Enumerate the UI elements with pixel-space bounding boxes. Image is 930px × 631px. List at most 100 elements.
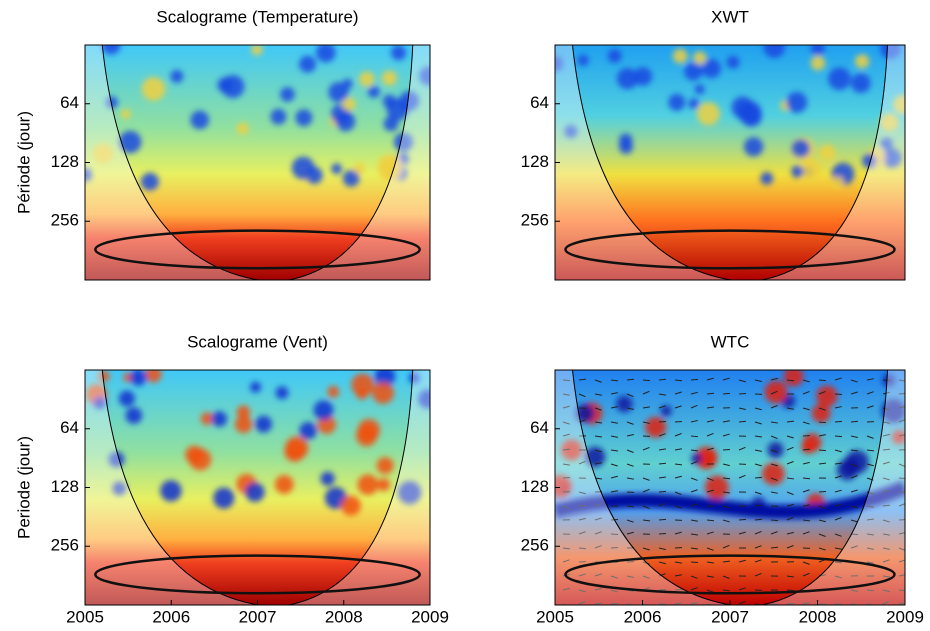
phase-arrow	[674, 405, 682, 409]
power-blob	[327, 385, 340, 398]
x-tick-label: 2009	[886, 607, 924, 626]
power-blob	[284, 441, 305, 462]
phase-arrow	[626, 477, 634, 480]
phase-arrow	[802, 421, 810, 425]
power-blob	[112, 481, 127, 496]
power-blob	[213, 487, 235, 509]
phase-arrow	[738, 559, 746, 563]
phase-arrow	[738, 600, 746, 605]
phase-arrow	[818, 390, 826, 395]
phase-arrow	[802, 461, 810, 465]
phase-arrow	[738, 379, 746, 383]
power-blob	[881, 399, 905, 423]
phase-arrow	[706, 377, 714, 381]
phase-arrow	[770, 435, 778, 440]
phase-arrow	[562, 559, 570, 563]
phase-arrow	[882, 489, 890, 493]
phase-arrow	[850, 519, 858, 523]
phase-arrow	[754, 559, 762, 563]
phase-arrow	[594, 421, 603, 424]
power-blob	[93, 396, 107, 410]
phase-arrow	[578, 378, 587, 381]
phase-arrow	[850, 533, 859, 536]
coi-line	[572, 370, 888, 605]
phase-arrow	[770, 405, 778, 409]
panel: Scalograme (Vent) Periode (jour) 64 128 256 2…	[14, 332, 448, 626]
phase-arrow	[690, 391, 698, 395]
phase-arrow	[786, 545, 794, 549]
power-blob	[355, 425, 378, 447]
phase-arrow	[626, 575, 634, 578]
power-blob	[299, 55, 317, 73]
power-blob	[577, 54, 589, 66]
phase-arrow	[562, 421, 570, 425]
phase-arrow	[658, 573, 666, 577]
phase-arrow	[786, 503, 794, 507]
power-blob	[250, 381, 262, 393]
power-blob	[351, 373, 375, 397]
power-blob	[118, 390, 135, 407]
power-blob	[660, 405, 672, 417]
significance-contour	[94, 229, 421, 270]
phase-arrow	[754, 407, 762, 411]
power-blob	[892, 430, 905, 445]
phase-arrow	[594, 435, 602, 438]
phase-arrow	[690, 460, 698, 465]
y-tick-label: 64	[530, 418, 549, 437]
significance-contour	[564, 229, 896, 270]
phase-arrow	[770, 531, 778, 535]
phase-arrow	[882, 547, 890, 550]
coi-line	[572, 45, 888, 280]
phase-arrow	[850, 545, 858, 549]
power-blob	[275, 386, 289, 400]
power-blob	[760, 172, 774, 185]
power-blob	[374, 370, 396, 387]
phase-arrow	[594, 407, 602, 411]
power-blob	[382, 94, 397, 108]
phase-arrow	[722, 560, 731, 563]
phase-arrow	[626, 463, 634, 467]
power-blob	[693, 51, 707, 65]
phase-arrow	[706, 547, 714, 551]
phase-arrow	[802, 448, 811, 451]
power-blob	[791, 139, 811, 158]
phase-arrow	[850, 391, 858, 395]
power-blob	[810, 45, 825, 56]
x-tick-label: 2008	[799, 607, 837, 626]
power-blob	[763, 45, 785, 58]
panel: WTC 64 128 256 2005 2006 2007 2008 2009	[521, 332, 924, 626]
phase-arrow	[786, 407, 794, 410]
low-coherence-band	[555, 481, 905, 519]
plot-area	[85, 45, 430, 280]
phase-arrow	[770, 377, 778, 381]
phase-arrow	[610, 575, 618, 579]
phase-arrow	[802, 379, 810, 383]
power-blob	[880, 45, 901, 59]
x-tick-label: 2007	[711, 607, 749, 626]
phase-arrow	[674, 433, 682, 437]
phase-arrow	[562, 463, 570, 466]
power-blob	[342, 97, 356, 111]
phase-arrow	[754, 476, 763, 479]
power-blobs	[85, 45, 430, 191]
power-blob	[701, 58, 721, 79]
phase-arrow	[850, 449, 859, 452]
phase-arrow	[850, 463, 858, 467]
phase-arrow	[786, 516, 794, 521]
y-tick-label: 64	[60, 418, 79, 437]
phase-arrow	[754, 435, 763, 438]
power-blob	[200, 412, 214, 425]
phase-arrow	[866, 449, 875, 452]
phase-arrow	[658, 476, 666, 479]
phase-arrow	[786, 379, 795, 382]
power-blob	[688, 98, 700, 110]
phase-arrow	[786, 477, 795, 480]
phase-arrow	[818, 462, 827, 465]
phase-arrow	[610, 406, 618, 409]
phase-arrow	[562, 505, 570, 510]
coi-left	[555, 370, 732, 605]
phase-arrow	[690, 489, 698, 493]
plot-area	[555, 370, 905, 605]
x-tick-label: 2005	[66, 607, 104, 626]
phase-arrow	[754, 530, 762, 535]
